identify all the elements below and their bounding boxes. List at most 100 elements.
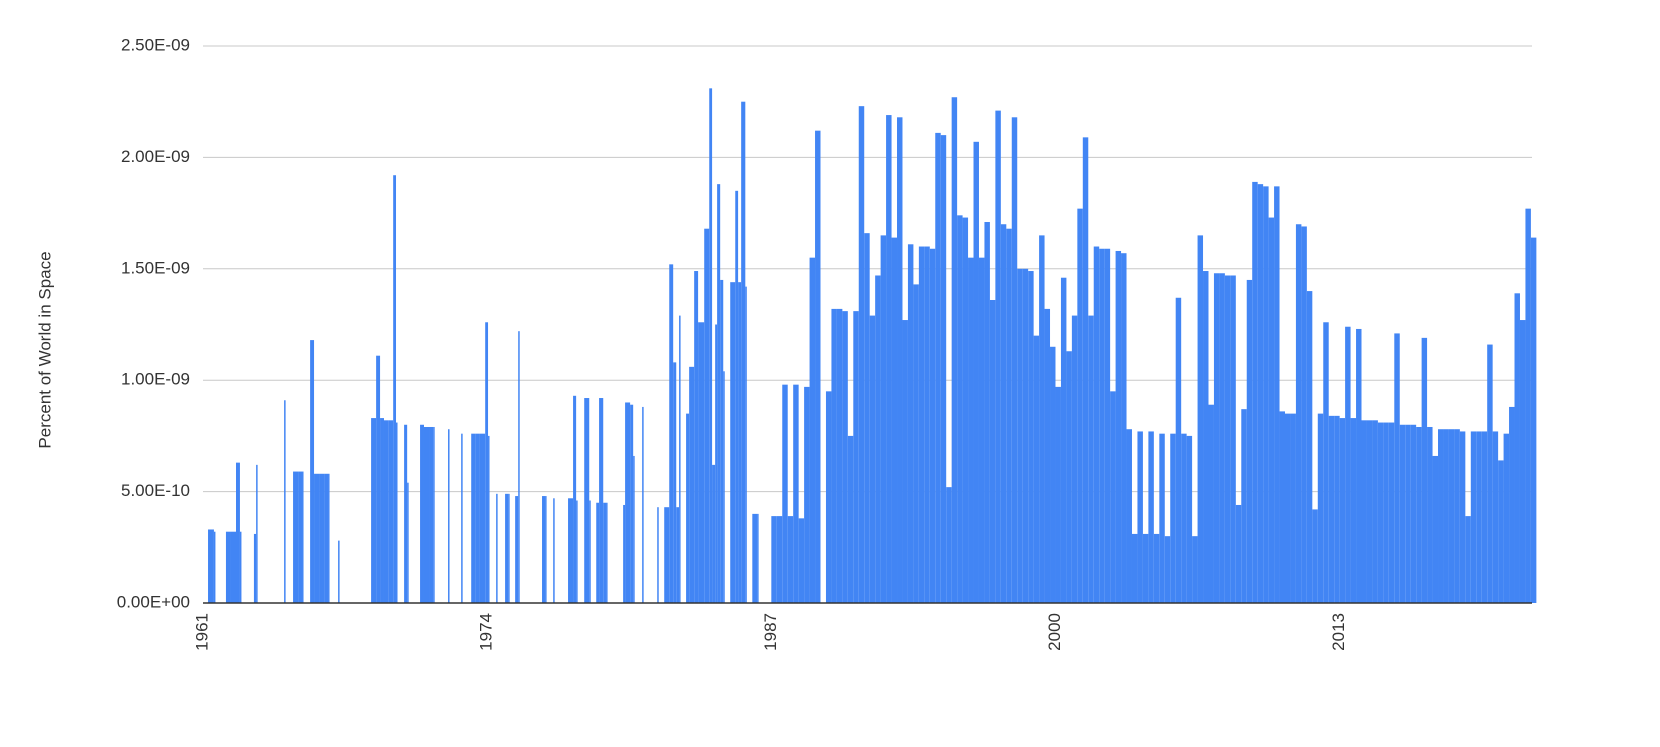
bar: [715, 324, 718, 603]
bar: [1006, 228, 1012, 604]
bar: [704, 228, 710, 604]
bar: [782, 384, 788, 603]
bar: [380, 418, 384, 603]
bar: [1224, 275, 1231, 603]
bar: [1383, 422, 1389, 603]
bar: [319, 473, 325, 603]
bar: [891, 237, 898, 603]
bar: [448, 429, 450, 603]
bar: [924, 246, 930, 603]
bar: [633, 455, 635, 603]
bar: [545, 496, 547, 603]
bar: [902, 320, 908, 603]
bar: [918, 246, 925, 603]
bar: [606, 502, 608, 603]
bar: [1181, 433, 1187, 603]
bar: [1394, 333, 1400, 603]
bar: [208, 529, 214, 603]
bar: [1339, 418, 1346, 603]
bar: [1427, 426, 1433, 603]
bar: [542, 496, 546, 603]
bar: [968, 257, 974, 603]
bar: [630, 404, 634, 603]
bar: [388, 420, 394, 603]
bar: [1071, 315, 1078, 603]
bar: [776, 516, 783, 603]
bar: [962, 217, 969, 603]
bar: [1274, 186, 1280, 603]
bar: [298, 471, 303, 603]
bar: [1290, 413, 1296, 603]
bar: [383, 420, 389, 603]
bar: [1164, 536, 1171, 603]
bar: [698, 322, 705, 603]
bar: [1317, 413, 1324, 603]
bar: [1470, 431, 1477, 603]
bar: [1350, 418, 1357, 603]
y-tick-label: 1.50E-09: [121, 258, 190, 277]
x-tick-label: 1974: [477, 613, 496, 651]
x-tick-label: 2013: [1329, 613, 1348, 651]
bar: [1088, 315, 1094, 603]
y-tick-label: 2.00E-09: [121, 147, 190, 166]
bar: [1481, 431, 1488, 603]
bar: [1525, 208, 1531, 604]
bar: [213, 531, 216, 603]
bar: [1197, 235, 1204, 603]
bar: [1131, 533, 1138, 603]
bar: [256, 464, 258, 603]
bar: [1498, 460, 1504, 603]
bar: [957, 215, 963, 603]
bar: [253, 533, 257, 603]
bar: [225, 531, 231, 603]
x-tick-label: 1961: [192, 613, 211, 651]
bar: [978, 257, 985, 603]
bar: [757, 513, 759, 603]
bar: [1345, 326, 1351, 603]
bar: [1465, 516, 1471, 603]
bar: [679, 315, 681, 603]
bar: [423, 426, 430, 603]
bar: [1093, 246, 1100, 603]
bar: [831, 308, 837, 603]
bar: [576, 500, 578, 603]
bar: [429, 426, 434, 603]
bar: [735, 190, 739, 603]
bar: [1082, 137, 1089, 603]
bar: [642, 406, 644, 603]
bar: [1017, 268, 1023, 603]
bar: [1142, 533, 1149, 603]
bar: [1399, 424, 1406, 603]
bar: [686, 413, 690, 603]
bar: [1213, 273, 1220, 603]
bar: [1492, 431, 1499, 603]
bar: [328, 473, 330, 603]
bar: [1137, 431, 1143, 603]
bar: [1044, 308, 1051, 603]
bar: [1334, 415, 1340, 603]
bar: [689, 366, 695, 603]
bar: [1416, 426, 1422, 603]
bar: [553, 498, 555, 603]
bar: [1284, 413, 1291, 603]
bar: [880, 235, 887, 603]
bar: [236, 462, 240, 603]
bar: [1203, 271, 1209, 603]
bar: [673, 362, 677, 603]
bar: [1356, 328, 1362, 603]
bar: [842, 311, 848, 603]
bar: [1438, 429, 1444, 603]
x-tick-label: 2000: [1045, 613, 1064, 651]
bar: [946, 487, 952, 603]
bar: [1208, 404, 1214, 603]
bar: [1252, 181, 1258, 603]
bar: [973, 141, 979, 603]
bar: [324, 473, 329, 603]
bar: [694, 271, 699, 603]
bar: [1235, 504, 1242, 603]
bar: [485, 322, 489, 603]
bar: [1312, 509, 1318, 603]
bar: [1104, 248, 1111, 604]
bar: [1055, 386, 1061, 603]
bar: [669, 264, 674, 603]
